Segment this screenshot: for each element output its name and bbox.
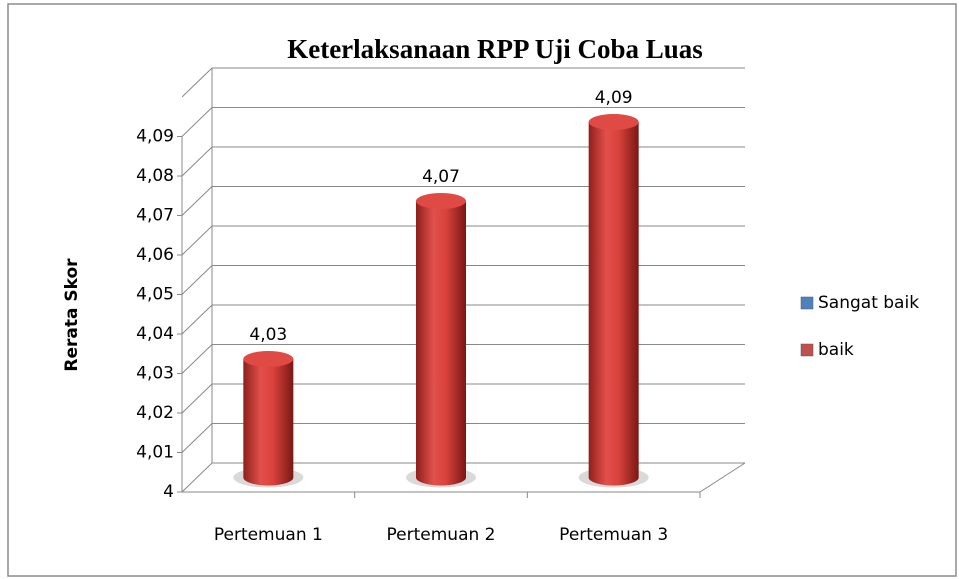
- x-tick-label: Pertemuan 1: [214, 525, 323, 545]
- x-tick-label: Pertemuan 3: [559, 525, 668, 545]
- bar-top: [243, 351, 294, 367]
- data-label: 4,07: [422, 167, 460, 187]
- bar-body: [243, 359, 294, 486]
- bar-body: [416, 201, 466, 486]
- y-tick-label: 4,02: [136, 403, 174, 423]
- bar-top: [588, 114, 639, 130]
- grid-line: [181, 344, 745, 374]
- data-label: 4,03: [249, 325, 287, 345]
- legend-swatch: [800, 296, 814, 310]
- y-tick-label: 4,03: [136, 364, 174, 384]
- grid-line: [181, 225, 745, 256]
- legend-label: Sangat baik: [818, 293, 919, 313]
- y-tick-label: 4,06: [136, 245, 174, 265]
- legend-swatch: [800, 343, 814, 357]
- grid-line: [181, 265, 745, 295]
- grid-line: [181, 107, 745, 137]
- side-wall-top-edge: [181, 67, 213, 98]
- y-tick-label: 4,09: [136, 127, 174, 147]
- grid-line: [181, 304, 745, 335]
- chart-border: [7, 3, 957, 577]
- y-tick-label: 4,07: [136, 206, 174, 226]
- legend-label: baik: [818, 340, 854, 360]
- bar: [578, 114, 649, 488]
- bar: [406, 193, 476, 488]
- x-tick-label: Pertemuan 2: [387, 525, 496, 545]
- grid-line: [181, 146, 745, 177]
- data-label: 4,09: [595, 88, 633, 108]
- grid-line: [181, 423, 745, 453]
- y-tick-label: 4: [163, 482, 174, 502]
- y-axis-label: Rerata Skor: [62, 258, 82, 372]
- bar-body: [588, 122, 639, 486]
- y-tick-label: 4,05: [136, 285, 174, 305]
- y-tick-label: 4,04: [136, 324, 174, 344]
- grid-line: [181, 462, 745, 493]
- y-tick-label: 4,08: [136, 166, 174, 186]
- y-tick-label: 4,01: [136, 443, 174, 463]
- grid-line: [181, 186, 745, 216]
- grid-line: [181, 383, 745, 414]
- bar: [233, 351, 304, 488]
- bar-top: [416, 193, 466, 209]
- chart-title: Keterlaksanaan RPP Uji Coba Luas: [287, 34, 703, 64]
